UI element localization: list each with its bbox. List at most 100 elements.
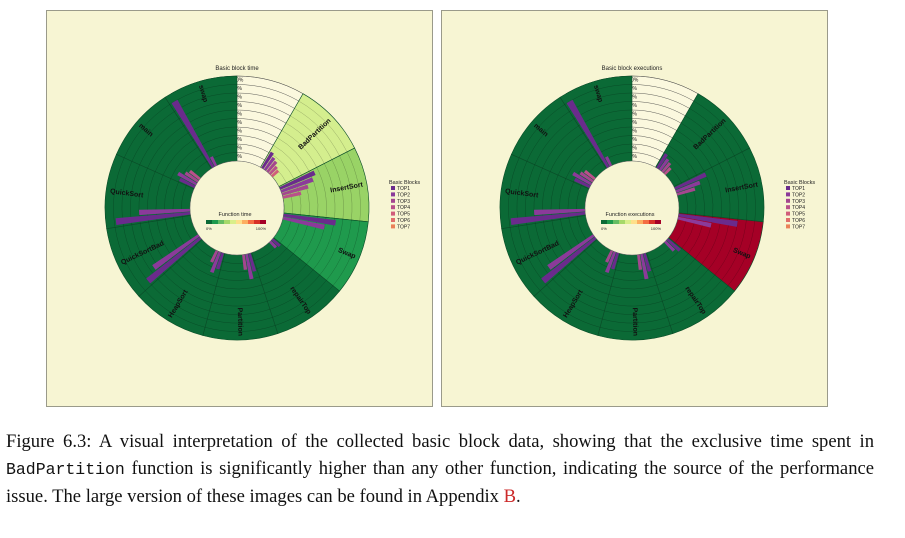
basic-block-bar [664,240,676,252]
sector-ring [565,267,609,295]
basic-block-bar [261,151,274,170]
radial-chart-function-executions: 100%90%80%70%60%50%40%30%20%10%Basic blo… [499,66,815,341]
sector-ring [215,284,263,290]
legend-item-label: TOP7 [792,224,805,230]
basic-block-bar [643,252,652,272]
figure-caption: Figure 6.3: A visual interpretation of t… [6,428,874,510]
sector-ring [326,220,352,281]
sector-ring [557,139,588,176]
basic-block-bar [282,216,325,230]
legend-item-label: TOP3 [792,199,805,205]
basic-block-bar [139,208,191,216]
gradient-min-label: 0% [206,226,212,231]
gradient-swatch [212,220,218,224]
sector-ring [261,258,301,286]
sector-ring [610,284,658,290]
sector-ring [324,163,336,219]
sector-ring [667,280,722,318]
basic-block-bar [605,249,614,263]
basic-block-bar [184,171,199,183]
sector-ring [272,280,327,318]
sector-ring [151,284,208,320]
sector-ring [114,227,146,291]
sector-ring [113,157,125,228]
basic-block-bar [210,249,219,263]
sector-ring [676,130,712,168]
basic-block-bar [188,169,201,181]
sector-ring [721,220,747,281]
sector-ring [668,145,697,176]
basic-block-bar [215,252,225,270]
basic-block-bar [637,254,643,270]
center-hole [189,160,285,256]
gradient-swatch [613,220,619,224]
sector-ring [157,279,210,312]
sector-ring [546,284,603,320]
basic-block-bar [675,180,701,193]
gradient-swatch [260,220,266,224]
chart-title: Basic block executions [602,66,663,72]
sector-ring [285,122,325,164]
legend-swatch [786,186,790,190]
legend-item-label: TOP7 [397,224,410,230]
function-label-swap: swap [197,84,209,103]
basic-block-bar [656,153,668,170]
sector-ring [534,118,575,165]
sector-ring [162,139,193,176]
appendix-link[interactable]: B [503,486,517,507]
sector-ring [680,122,720,164]
caption-text-1: A visual interpretation of the collected… [98,431,875,452]
sector-ring [273,145,302,176]
sector-ring [552,279,605,312]
basic-block-bar [210,251,222,274]
basic-block-bar [268,165,278,176]
sector-ring [508,157,520,228]
basic-block-bar [248,252,257,272]
legend-title: Basic Blocks [389,180,420,186]
legend-title: Basic Blocks [784,180,815,186]
chart-title: Basic block time [215,66,259,72]
gradient-swatch [248,220,254,224]
basic-block-bar [677,216,712,228]
sector-ring [346,151,361,221]
sector-ring [269,274,320,310]
basic-block-bar [604,156,613,167]
basic-block-bar [146,236,202,284]
legend-item-label: TOP2 [792,192,805,198]
legend-swatch [786,198,790,203]
legend-item-label: TOP6 [792,218,805,224]
basic-block-bar [663,167,672,176]
sector-ring [218,276,260,281]
legend-item-label: TOP6 [397,218,410,224]
basic-block-bar [674,172,707,190]
basic-block-bar [281,184,309,196]
legend-swatch [391,218,395,222]
sector-ring [145,290,206,328]
function-label-swap: swap [592,84,604,103]
function-label-partition: Partition [631,307,639,336]
center-hole [584,160,680,256]
basic-block-bar [171,99,215,169]
gradient-swatch [230,220,236,224]
legend-swatch [391,224,395,229]
basic-block-bar [282,191,302,199]
sector-ring [604,309,665,315]
sector-ring [654,253,689,278]
basic-block-bar [177,171,198,186]
basic-block-bar [115,211,191,225]
sector-ring [734,155,748,221]
caption-label: Figure 6.3: [6,431,92,452]
sector-ring [139,118,180,165]
sector-ring [170,147,198,179]
basic-block-bar [661,161,672,173]
basic-block-bar [658,158,670,171]
gradient-swatch [206,220,212,224]
sector-ring [209,309,270,315]
gradient-swatch [655,220,661,224]
basic-block-bar [579,171,594,183]
sector-ring [316,167,327,218]
legend-swatch [786,205,790,210]
sector-ring [670,285,729,326]
sector-ring [176,262,217,287]
gradient-swatch [643,220,649,224]
